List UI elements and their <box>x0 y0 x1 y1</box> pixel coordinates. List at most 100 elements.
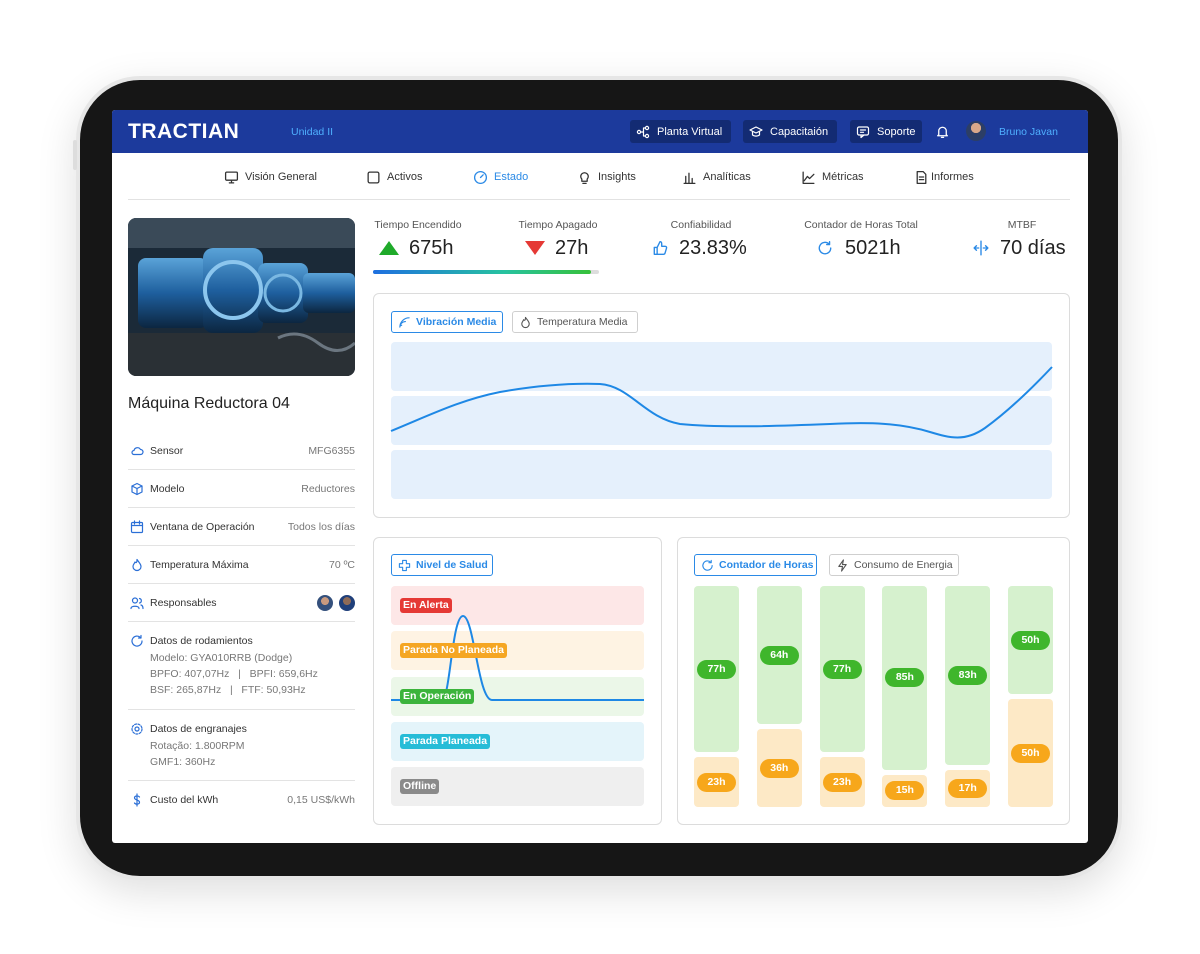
image-floor <box>128 333 355 376</box>
icon <box>837 558 847 572</box>
icon-stroke <box>398 316 410 328</box>
header-button[interactable] <box>743 120 837 143</box>
health-badge: Offline <box>400 779 440 794</box>
icon-stroke <box>131 482 143 496</box>
icon-stroke <box>398 316 410 328</box>
nav-tab[interactable]: Visión General <box>245 171 317 183</box>
chart-band <box>391 450 1052 499</box>
kpi-label: MTBF <box>1007 219 1037 231</box>
icon-stroke <box>837 558 847 572</box>
icon-stroke <box>916 170 926 184</box>
card <box>677 537 1070 825</box>
detail-divider <box>128 621 355 622</box>
tab[interactable] <box>391 311 503 333</box>
detail-divider <box>128 709 355 710</box>
icon <box>367 171 379 183</box>
icon-stroke <box>367 171 379 183</box>
detail-divider <box>128 545 355 546</box>
bar-value-label: 85h <box>885 668 925 688</box>
detail-label: Modelo <box>150 483 185 495</box>
detail-line: GMF1: 360Hz <box>150 756 216 768</box>
nav-tab[interactable]: Analíticas <box>703 171 751 183</box>
icon-stroke <box>826 241 831 246</box>
icon-stroke <box>639 127 647 137</box>
icon-stroke <box>367 171 379 183</box>
kpi-value: 5021h <box>845 237 901 259</box>
machine-flange <box>203 260 263 320</box>
icon <box>224 171 238 183</box>
icon-stroke <box>653 241 668 255</box>
icon-stroke <box>707 559 712 563</box>
icon-stroke <box>916 170 926 184</box>
triangle <box>525 241 545 255</box>
icon-stroke <box>398 559 410 571</box>
machine-image <box>128 218 355 376</box>
nav-tab[interactable]: Estado <box>494 171 529 183</box>
user-avatar[interactable] <box>966 121 986 141</box>
icon <box>131 723 143 735</box>
icon-stroke <box>130 597 144 610</box>
detail-label: Datos de engranajes <box>150 723 247 735</box>
icon-stroke <box>132 558 142 572</box>
nav-tab[interactable]: Insights <box>598 171 636 183</box>
icon-stroke <box>138 597 144 610</box>
tab[interactable] <box>512 311 638 333</box>
tab[interactable] <box>694 554 817 576</box>
icon <box>473 170 487 184</box>
icon-stroke <box>133 793 141 807</box>
icon-stroke <box>936 126 948 138</box>
tab[interactable] <box>829 554 959 576</box>
icon-stroke <box>936 126 948 136</box>
detail-line: BPFO: 407,07Hz | BPFI: 659,6Hz <box>150 668 318 680</box>
detail-label: Custo del kWh <box>150 794 219 806</box>
up-indicator <box>379 241 399 255</box>
icon <box>133 793 141 807</box>
icon <box>520 316 530 328</box>
icon <box>818 241 832 255</box>
icon-stroke <box>130 520 144 527</box>
header-button[interactable] <box>850 120 922 143</box>
nav-tab[interactable]: Activos <box>387 171 423 183</box>
detail-line: BSF: 265,87Hz | FTF: 50,93Hz <box>150 684 306 696</box>
tab-label: Nivel de Salud <box>416 559 488 571</box>
detail-value: Reductores <box>301 483 355 495</box>
icon <box>132 558 142 572</box>
tab[interactable] <box>391 554 493 576</box>
user-name[interactable]: Bruno Javan <box>999 126 1058 138</box>
kpi-label: Contador de Horas Total <box>804 219 918 231</box>
detail-label: Temperatura Máxima <box>150 559 249 571</box>
unit-selector[interactable]: Unidad II <box>291 126 334 138</box>
tab-label: Contador de Horas <box>719 559 814 571</box>
bar-value-label: 64h <box>759 645 799 665</box>
chart-band <box>391 342 1052 391</box>
icon-stroke <box>818 241 832 255</box>
kpi-value: 23.83% <box>679 237 747 259</box>
icon-stroke <box>131 447 144 456</box>
nav-tab[interactable]: Métricas <box>822 171 864 183</box>
nav-tab[interactable]: Informes <box>931 171 974 183</box>
icon-stroke <box>134 726 140 732</box>
health-badge: Parada No Planeada <box>400 643 507 658</box>
header-button[interactable] <box>630 120 731 143</box>
image-ceiling <box>128 218 355 248</box>
icon-stroke <box>683 172 695 184</box>
icon <box>130 520 144 534</box>
icon-stroke <box>520 316 530 328</box>
icon <box>131 634 143 647</box>
machine-art <box>128 218 355 376</box>
bar-value-label: 15h <box>885 781 925 801</box>
detail-label: Responsables <box>150 597 217 609</box>
icon-stroke <box>579 171 589 182</box>
icon <box>683 172 695 184</box>
tab-label: Temperatura Media <box>537 316 628 328</box>
icon-stroke <box>802 171 814 184</box>
health-badge: Parada Planeada <box>400 734 491 749</box>
icon-stroke <box>749 126 763 137</box>
icon-stroke <box>228 179 234 183</box>
detail-divider <box>128 507 355 508</box>
icon <box>749 126 763 137</box>
icon <box>130 597 144 610</box>
down-indicator <box>525 241 545 255</box>
